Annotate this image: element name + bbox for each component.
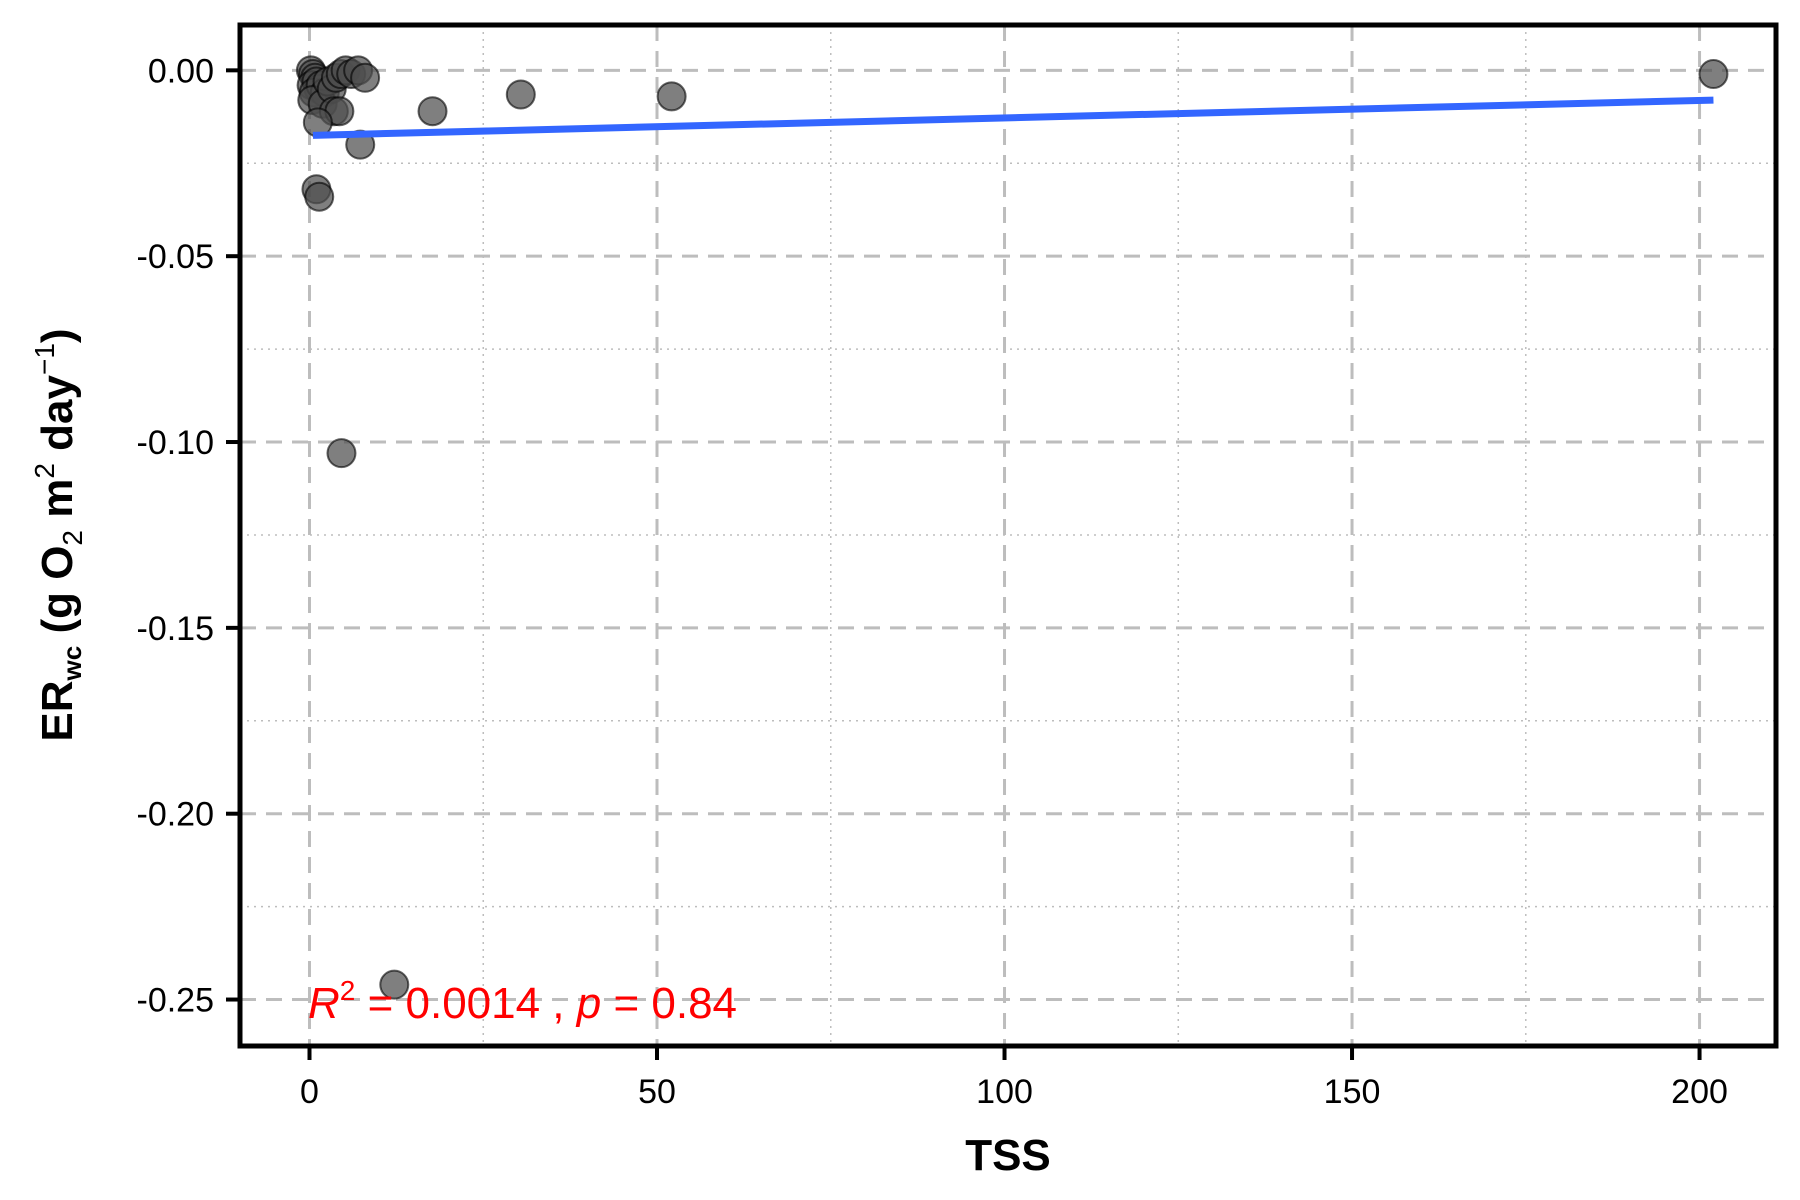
major-gridlines	[240, 25, 1776, 1046]
x-axis-title: TSS	[965, 1131, 1051, 1180]
r-squared-superscript: 2	[340, 975, 356, 1006]
x-tick-label: 150	[1324, 1073, 1381, 1111]
y-tick-label: -0.25	[137, 982, 215, 1020]
y-title-day-superscript: −1	[29, 343, 60, 375]
data-point	[379, 969, 410, 1000]
x-tick-label: 100	[976, 1073, 1033, 1111]
y-title-main: ER	[33, 680, 82, 741]
x-tick-label: 0	[300, 1073, 319, 1111]
y-title-main-subscript: wc	[57, 646, 87, 682]
p-value: = 0.84	[601, 979, 737, 1028]
y-title-unit-m: m	[33, 479, 82, 530]
regression-line	[312, 96, 1714, 139]
regression-line-group	[312, 96, 1714, 139]
y-title-unit-close: )	[33, 328, 82, 343]
data-points	[295, 55, 1729, 1000]
data-point	[304, 181, 335, 212]
data-point	[326, 438, 357, 469]
data-point	[1698, 59, 1729, 90]
y-tick-label: -0.05	[137, 238, 215, 276]
r-squared-label: R	[308, 979, 340, 1028]
x-tick-label: 50	[638, 1073, 676, 1111]
data-point	[656, 81, 687, 112]
y-tick-label: 0.00	[148, 52, 214, 90]
y-title-unit-open: (g O	[33, 546, 82, 646]
r-squared-value: = 0.0014 ,	[355, 979, 576, 1028]
data-point	[505, 79, 536, 110]
fit-annotation: R2 = 0.0014 , p = 0.84	[308, 975, 737, 1028]
data-point	[350, 62, 381, 93]
x-axis-ticks: 0 50 100 150 200	[300, 1046, 1728, 1111]
y-title-unit-day: day	[33, 374, 82, 463]
y-axis-title: ERwc (g O2 m2 day−1)	[29, 328, 88, 741]
y-title-m-superscript: 2	[29, 463, 60, 479]
minor-gridlines	[240, 25, 1776, 1046]
p-label: p	[575, 979, 601, 1028]
y-tick-label: -0.20	[137, 796, 215, 834]
data-point	[417, 96, 448, 127]
y-title-o2-subscript: 2	[57, 530, 88, 546]
y-tick-label: -0.10	[137, 424, 215, 462]
x-tick-label: 200	[1671, 1073, 1728, 1111]
y-axis-ticks: 0.00 -0.05 -0.10 -0.15 -0.20 -0.25	[137, 52, 240, 1020]
plot-panel-border	[237, 22, 1779, 1049]
y-tick-label: -0.15	[137, 610, 215, 648]
